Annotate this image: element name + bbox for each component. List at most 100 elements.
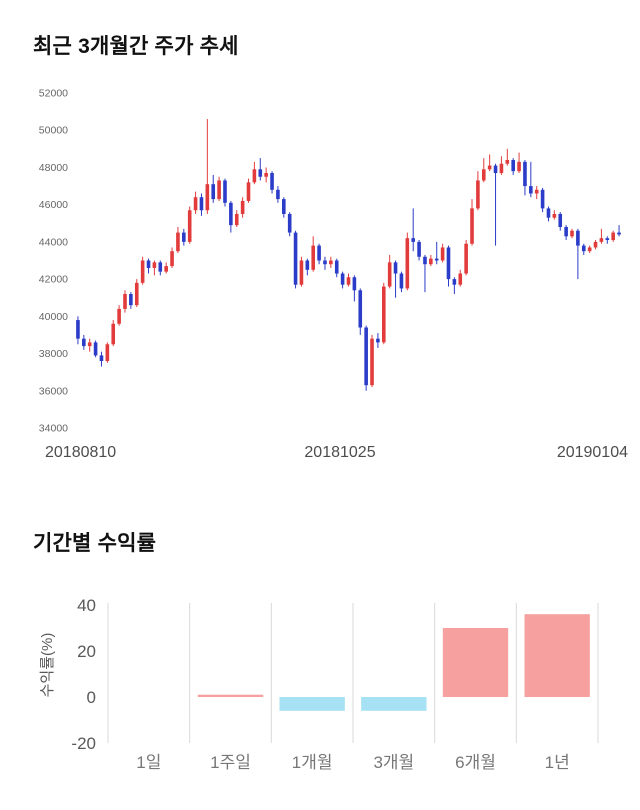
category-label: 6개월	[455, 753, 496, 772]
candle-body	[546, 208, 551, 218]
candle-body	[170, 251, 174, 267]
price-chart-title: 최근 3개월간 주가 추세	[33, 35, 239, 58]
candle-body	[282, 199, 286, 214]
category-labels: 1일 1주일 1개월 3개월 6개월 1년	[136, 753, 569, 772]
candle-body	[105, 344, 110, 361]
candle-body	[440, 247, 445, 261]
candle-body	[405, 238, 410, 289]
returns-chart-canvas: 40 20 0 -20 수익률(%) 1일 1주일 1개월 3개월 6개월 1년	[39, 596, 599, 772]
candle-body	[581, 245, 586, 252]
candle-body	[417, 241, 421, 257]
candle-body	[164, 266, 168, 272]
candle-body	[605, 238, 610, 241]
candle-body	[340, 273, 345, 285]
category-label: 3개월	[373, 753, 414, 772]
candle-body	[487, 165, 492, 170]
candle-body	[193, 197, 198, 211]
bar	[197, 694, 264, 697]
y-tick-label: 34000	[39, 423, 68, 435]
y-axis-label: 수익률(%)	[39, 633, 56, 698]
candle-body	[205, 184, 210, 211]
candle-body	[576, 230, 580, 246]
x-axis-ticks: 20180810 20181025 20190104	[45, 444, 628, 461]
candle-body	[393, 262, 398, 274]
y-axis-ticks: 52000 50000 48000 46000 44000 42000 40000 38000…	[39, 88, 68, 435]
bar	[361, 697, 427, 711]
candle-body	[146, 260, 151, 268]
candle-body	[587, 247, 592, 252]
candle-body	[564, 227, 568, 237]
candle-body	[429, 258, 433, 265]
candle-body	[152, 262, 157, 268]
candle-body	[364, 327, 368, 386]
y-tick-label: 40000	[39, 311, 68, 323]
candle-body	[246, 182, 251, 201]
candle-body	[129, 294, 133, 306]
candle-body	[470, 208, 474, 244]
bar	[442, 628, 509, 697]
price-candlestick-chart: 52000 50000 48000 46000 44000 42000 40000 38000…	[0, 78, 640, 473]
candle-body	[223, 180, 227, 203]
candle-body	[317, 245, 321, 261]
candle-body	[187, 210, 192, 242]
y-tick-label: 40	[77, 596, 96, 615]
grid-lines	[107, 603, 599, 743]
candle-body	[423, 256, 427, 265]
candle-body	[399, 273, 404, 289]
candle-body	[558, 213, 563, 227]
returns-chart-title: 기간별 수익률	[33, 532, 157, 555]
candle-body	[305, 260, 310, 270]
y-tick-label: 20	[77, 642, 96, 661]
candle-body	[117, 308, 121, 324]
candle-body	[199, 197, 204, 211]
y-tick-label: 36000	[39, 385, 68, 397]
candle-body	[252, 169, 257, 183]
candle-body	[599, 238, 604, 242]
candles	[76, 119, 621, 391]
candle-body	[229, 202, 233, 226]
candle-body	[358, 290, 363, 328]
y-tick-label: 52000	[39, 88, 68, 100]
candle-body	[182, 232, 186, 242]
candle-body	[593, 241, 598, 248]
candle-body	[270, 173, 274, 190]
bar	[524, 614, 590, 697]
candle-body	[411, 238, 415, 242]
y-tick-label: 48000	[39, 162, 68, 174]
candle-body	[570, 230, 574, 237]
candle-body	[505, 160, 510, 164]
y-tick-label: 38000	[39, 348, 68, 360]
candle-body	[111, 323, 116, 345]
candle-body	[387, 262, 392, 287]
candle-body	[381, 286, 386, 343]
candle-body	[517, 161, 521, 172]
candle-body	[540, 189, 545, 209]
candle-body	[176, 232, 180, 252]
candle-body	[311, 245, 316, 270]
candle-body	[534, 189, 539, 194]
candle-body	[287, 213, 292, 233]
candle-body	[552, 213, 557, 218]
candle-body	[211, 184, 216, 200]
x-tick-label: 20180810	[45, 444, 116, 461]
category-label: 1주일	[210, 753, 251, 772]
candle-body	[93, 342, 98, 356]
candle-body	[458, 273, 463, 285]
candle-body	[76, 320, 80, 339]
candle-body	[158, 262, 163, 272]
y-tick-label: 44000	[39, 236, 68, 248]
x-tick-label: 20190104	[557, 444, 628, 461]
category-label: 1일	[136, 753, 161, 772]
candle-body	[464, 243, 468, 274]
candle-body	[82, 338, 86, 347]
category-label: 1개월	[292, 753, 333, 772]
candle-body	[352, 277, 357, 291]
candle-body	[376, 338, 380, 343]
candle-body	[240, 200, 245, 214]
candle-body	[446, 247, 451, 280]
returns-bar-chart: 40 20 0 -20 수익률(%) 1일 1주일 1개월 3개월 6개월 1년	[0, 575, 640, 800]
candle-body	[234, 213, 239, 226]
candle-body	[123, 294, 127, 309]
candle-body	[452, 279, 457, 285]
candle-body	[617, 232, 621, 235]
